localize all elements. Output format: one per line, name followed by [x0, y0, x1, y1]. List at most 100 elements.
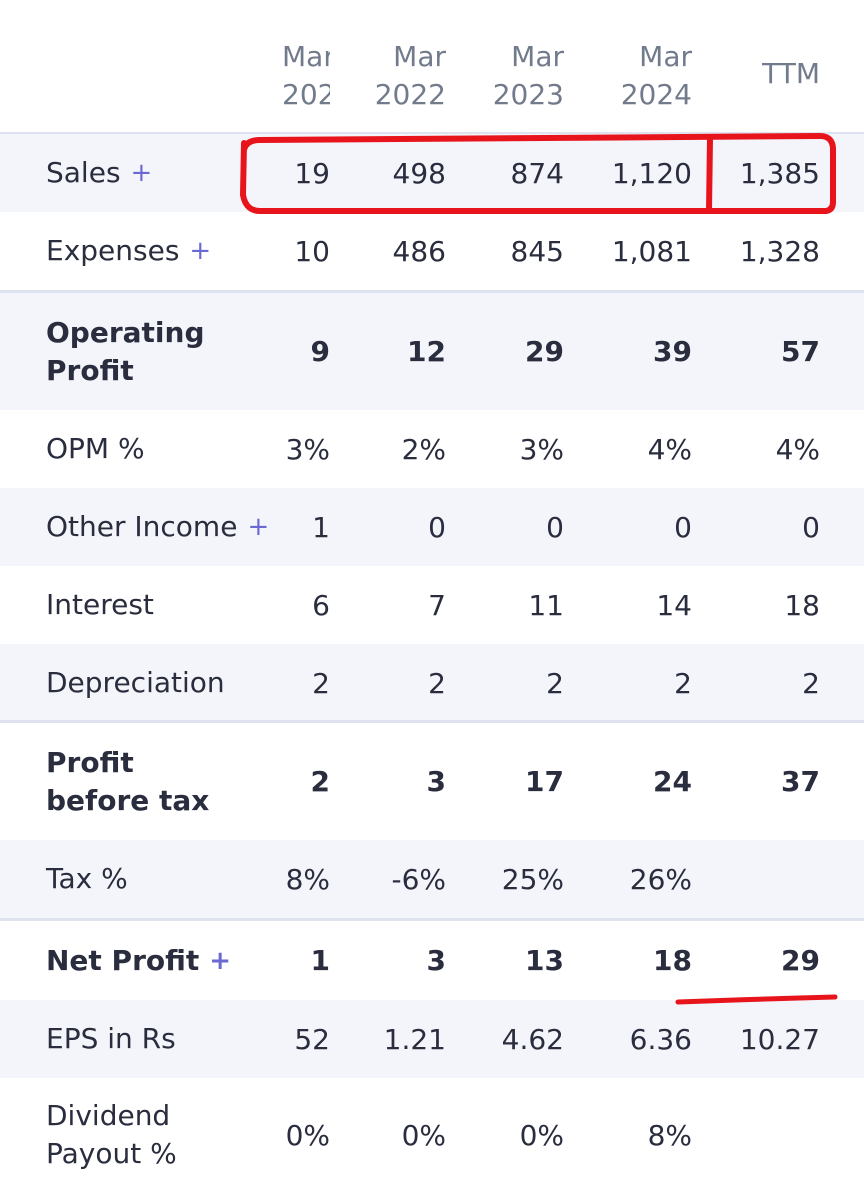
table-cell: 1,081: [611, 234, 692, 268]
column-header-mar-2021: Mar 2021: [282, 38, 330, 114]
expand-plus-icon[interactable]: +: [189, 236, 212, 266]
table-cell: 12: [407, 335, 446, 368]
table-cell: 845: [510, 234, 564, 268]
table-cell: 8%: [285, 862, 330, 896]
table-cell: 4.62: [501, 1022, 564, 1056]
row-label: OPM %: [46, 432, 145, 465]
table-cell: 1.21: [383, 1022, 446, 1056]
row-label: Depreciation: [46, 666, 225, 699]
row-net-profit: Net Profit + 1 3 13 18 29: [0, 918, 864, 1000]
table-cell: 13: [525, 944, 564, 977]
table-cell: 0%: [285, 1118, 330, 1152]
row-operating-profit: Operating Profit 9 12 29 39 57: [0, 290, 864, 410]
row-label: Interest: [46, 588, 154, 621]
table-cell: 1: [310, 944, 330, 977]
column-header-year: 2024: [620, 78, 692, 111]
column-header-year: 2023: [492, 78, 564, 111]
row-sales: Sales + 19 498 874 1,120 1,385: [0, 134, 864, 212]
table-cell: 2: [310, 765, 330, 798]
table-cell: 9: [310, 335, 330, 368]
row-label: EPS in Rs: [46, 1022, 176, 1055]
table-cell: 6: [312, 588, 330, 622]
row-expenses: Expenses + 10 486 845 1,081 1,328: [0, 212, 864, 290]
column-header-month: Mar: [511, 40, 564, 73]
table-cell: 26%: [629, 862, 692, 896]
table-cell: 874: [510, 156, 564, 190]
table-cell: 3: [426, 765, 446, 798]
column-header-mar-2024: Mar 2024: [590, 38, 692, 114]
table-cell: 7: [428, 588, 446, 622]
row-label: Dividend Payout %: [46, 1099, 177, 1170]
column-header-mar-2022: Mar 2022: [348, 38, 446, 114]
table-cell: 24: [653, 765, 692, 798]
table-cell: 2%: [401, 432, 446, 466]
table-cell: 19: [294, 156, 330, 190]
table-cell: 29: [781, 944, 820, 977]
row-label[interactable]: Net Profit +: [46, 943, 232, 977]
row-label: Tax %: [46, 862, 128, 895]
table-cell: 0%: [401, 1118, 446, 1152]
table-cell: 2: [802, 666, 820, 700]
table-cell: 52: [294, 1022, 330, 1056]
row-profit-before-tax: Profit before tax 2 3 17 24 37: [0, 720, 864, 840]
table-cell: 57: [781, 335, 820, 368]
table-cell: 0: [674, 510, 692, 544]
row-label[interactable]: Sales +: [46, 156, 153, 189]
row-eps: EPS in Rs 52 1.21 4.62 6.36 10.27: [0, 1000, 864, 1078]
row-depreciation: Depreciation 2 2 2 2 2: [0, 644, 864, 722]
table-cell: 3: [426, 944, 446, 977]
table-cell: 10: [294, 234, 330, 268]
expand-plus-icon[interactable]: +: [130, 158, 153, 188]
table-cell: 17: [525, 765, 564, 798]
table-cell: 0: [802, 510, 820, 544]
row-label: Operating Profit: [46, 315, 205, 387]
table-cell: [710, 840, 820, 918]
column-header-month: Mar: [639, 40, 692, 73]
table-cell: 37: [781, 765, 820, 798]
row-label[interactable]: Expenses +: [46, 234, 212, 267]
table-cell: -6%: [391, 862, 446, 896]
table-cell: 1,385: [739, 156, 820, 190]
table-cell: 11: [528, 588, 564, 622]
table-cell: 14: [656, 588, 692, 622]
table-cell: 3%: [519, 432, 564, 466]
table-cell: 0%: [519, 1118, 564, 1152]
table-cell: 10.27: [739, 1022, 820, 1056]
table-cell: 4%: [775, 432, 820, 466]
table-cell: 25%: [501, 862, 564, 896]
table-cell: 2: [674, 666, 692, 700]
table-cell: 1: [312, 510, 330, 544]
row-label: Profit before tax: [46, 745, 210, 817]
table-cell: 39: [653, 335, 692, 368]
table-cell: 4%: [647, 432, 692, 466]
table-cell: 498: [392, 156, 446, 190]
table-cell: 2: [312, 666, 330, 700]
table-cell: 486: [392, 234, 446, 268]
table-cell: 0: [428, 510, 446, 544]
table-cell: 1,328: [739, 234, 820, 268]
table-cell: 0: [546, 510, 564, 544]
table-cell: 2: [546, 666, 564, 700]
table-cell: [710, 1078, 820, 1192]
table-cell: 1,120: [611, 156, 692, 190]
row-opm-percent: OPM % 3% 2% 3% 4% 4%: [0, 410, 864, 488]
table-cell: 3%: [285, 432, 330, 466]
column-header-mar-2023: Mar 2023: [466, 38, 564, 114]
table-cell: 18: [784, 588, 820, 622]
table-cell: 2: [428, 666, 446, 700]
row-label[interactable]: Other Income +: [46, 510, 270, 543]
row-interest: Interest 6 7 11 14 18: [0, 566, 864, 644]
table-cell: 8%: [647, 1118, 692, 1152]
column-header-month: Mar: [282, 40, 330, 73]
row-other-income: Other Income + 1 0 0 0 0: [0, 488, 864, 566]
column-header-year: 2022: [374, 78, 446, 111]
table-cell: 6.36: [629, 1022, 692, 1056]
column-header-month: Mar: [393, 40, 446, 73]
table-header: Mar 2021 Mar 2022 Mar 2023 Mar 2024 TTM: [0, 0, 864, 134]
table-cell: 29: [525, 335, 564, 368]
expand-plus-icon[interactable]: +: [209, 945, 232, 976]
row-tax-percent: Tax % 8% -6% 25% 26%: [0, 840, 864, 918]
expand-plus-icon[interactable]: +: [247, 512, 270, 542]
column-header-year: TTM: [762, 57, 820, 90]
